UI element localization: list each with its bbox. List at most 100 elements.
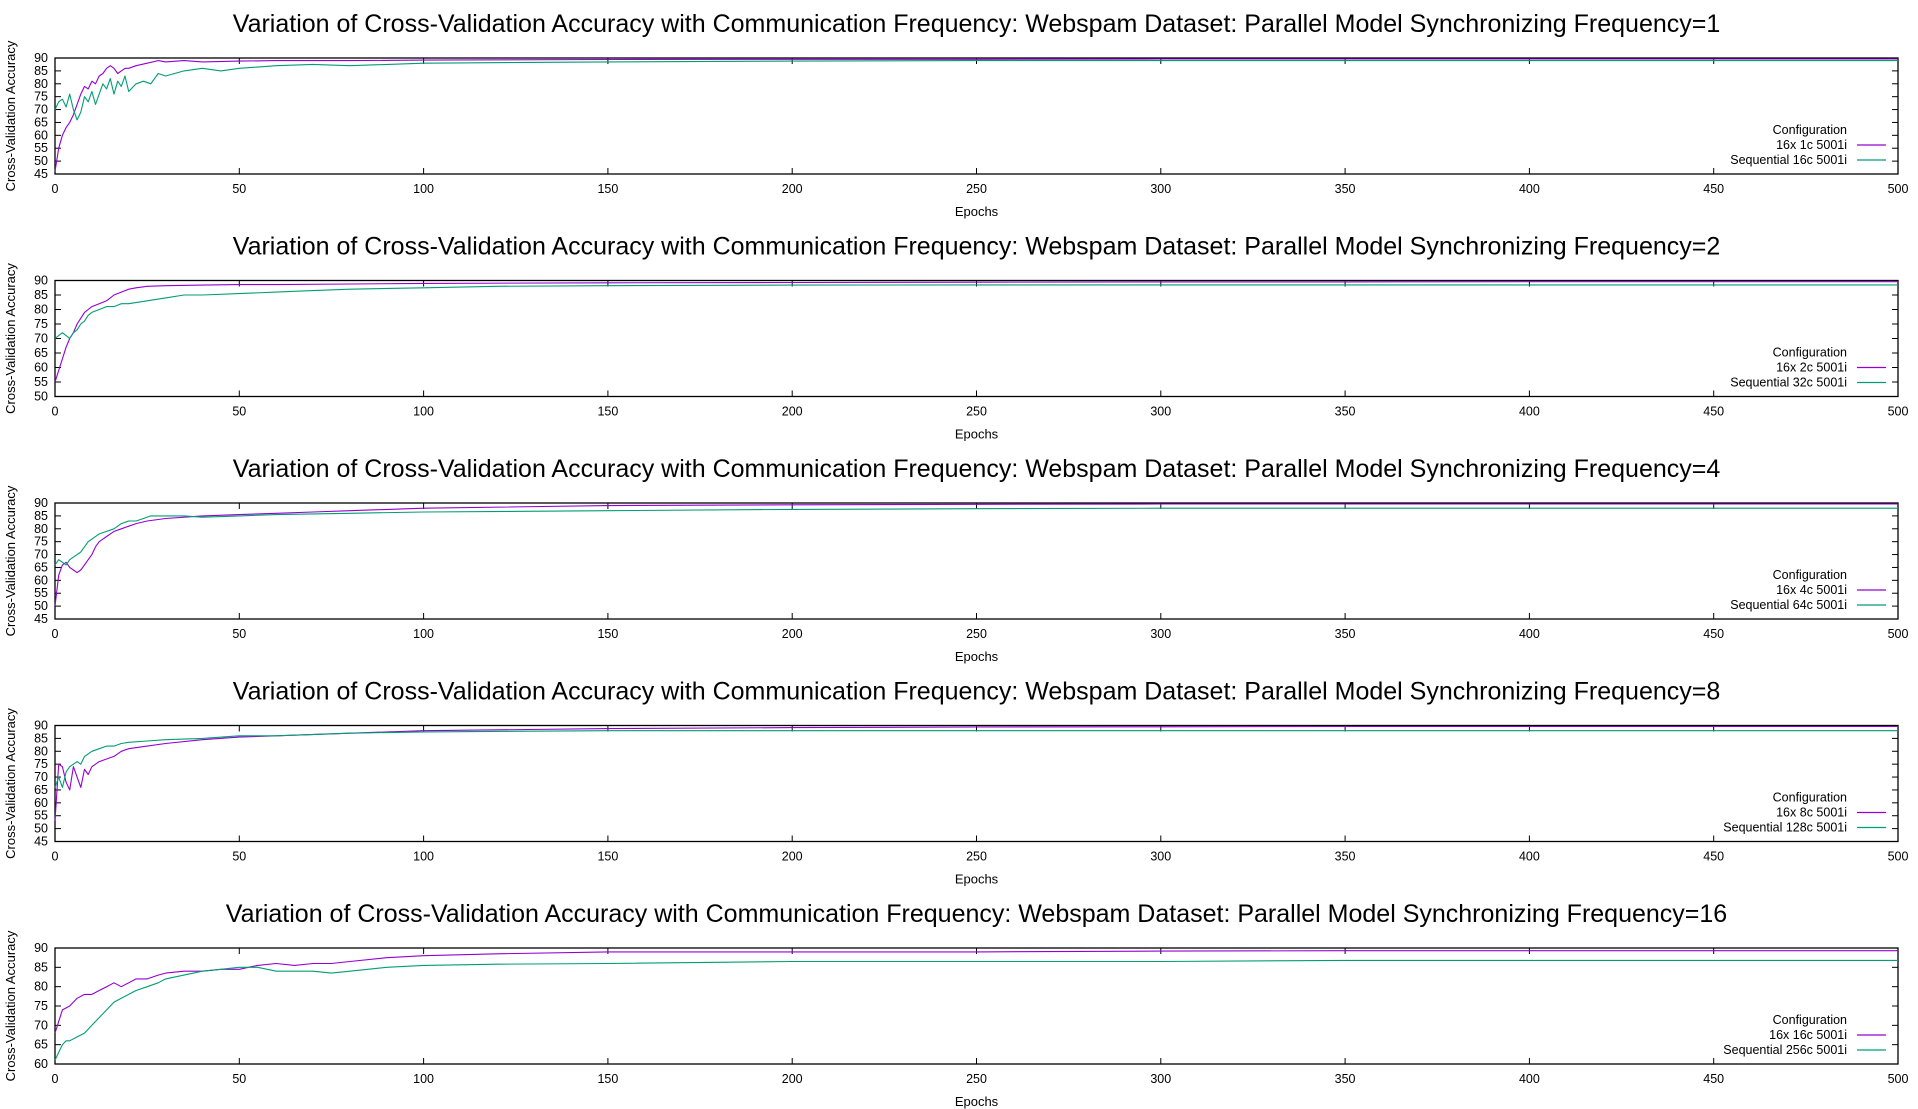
y-tick-label: 70 [34, 548, 48, 562]
x-tick-label: 300 [1150, 182, 1171, 196]
legend-title: Configuration [1773, 123, 1847, 137]
x-tick-label: 50 [232, 850, 246, 864]
x-tick-label: 300 [1150, 850, 1171, 864]
x-tick-label: 150 [597, 627, 618, 641]
x-tick-label: 200 [782, 182, 803, 196]
x-tick-label: 200 [782, 627, 803, 641]
legend-title: Configuration [1773, 346, 1847, 360]
y-tick-label: 90 [34, 941, 48, 955]
y-tick-label: 65 [34, 115, 48, 129]
y-tick-label: 70 [34, 1018, 48, 1032]
y-tick-label: 70 [34, 332, 48, 346]
legend-entry-label: Sequential 32c 5001i [1730, 376, 1847, 390]
legend-entry-label: 16x 1c 5001i [1776, 138, 1847, 152]
y-tick-label: 80 [34, 522, 48, 536]
y-tick-label: 45 [34, 835, 48, 849]
x-tick-label: 400 [1519, 627, 1540, 641]
chart-panel-5: Variation of Cross-Validation Accuracy w… [3, 900, 1908, 1109]
x-tick-label: 350 [1335, 850, 1356, 864]
x-tick-label: 500 [1888, 405, 1909, 419]
x-tick-label: 0 [52, 405, 59, 419]
legend-entry-label: 16x 16c 5001i [1769, 1028, 1847, 1042]
legend-title: Configuration [1773, 568, 1847, 582]
y-tick-label: 60 [34, 128, 48, 142]
x-tick-label: 50 [232, 405, 246, 419]
y-tick-label: 75 [34, 90, 48, 104]
y-tick-label: 85 [34, 731, 48, 745]
series-line-1 [54, 725, 1898, 821]
y-tick-label: 75 [34, 757, 48, 771]
x-tick-label: 0 [52, 182, 59, 196]
series-line-2 [54, 507, 1898, 566]
legend-title: Configuration [1773, 791, 1847, 805]
chart-title: Variation of Cross-Validation Accuracy w… [233, 10, 1721, 38]
x-tick-label: 450 [1703, 182, 1724, 196]
x-tick-label: 500 [1888, 627, 1909, 641]
y-tick-label: 50 [34, 154, 48, 168]
y-tick-label: 80 [34, 77, 48, 91]
y-axis-label: Cross-Validation Accuracy [3, 40, 18, 191]
y-tick-label: 65 [34, 560, 48, 574]
legend-entry-label: Sequential 16c 5001i [1730, 153, 1847, 167]
legend-entry-label: Sequential 128c 5001i [1723, 821, 1847, 835]
x-tick-label: 450 [1703, 405, 1724, 419]
legend-entry-label: 16x 8c 5001i [1776, 806, 1847, 820]
y-axis-label: Cross-Validation Accuracy [3, 263, 18, 414]
series-line-1 [54, 281, 1898, 383]
x-tick-label: 500 [1888, 850, 1909, 864]
x-tick-label: 150 [597, 1072, 618, 1086]
x-tick-label: 400 [1519, 1072, 1540, 1086]
x-tick-label: 150 [597, 182, 618, 196]
x-tick-label: 250 [966, 182, 987, 196]
y-tick-label: 60 [34, 796, 48, 810]
x-tick-label: 300 [1150, 405, 1171, 419]
x-axis-label: Epochs [955, 427, 999, 442]
x-tick-label: 0 [52, 850, 59, 864]
y-tick-label: 60 [34, 573, 48, 587]
x-tick-label: 150 [597, 405, 618, 419]
x-tick-label: 450 [1703, 1072, 1724, 1086]
y-tick-label: 65 [34, 783, 48, 797]
x-tick-label: 50 [232, 182, 246, 196]
y-tick-label: 90 [34, 496, 48, 510]
x-tick-label: 100 [413, 627, 434, 641]
legend-entry-label: 16x 2c 5001i [1776, 361, 1847, 375]
y-tick-label: 60 [34, 1057, 48, 1071]
x-tick-label: 0 [52, 1072, 59, 1086]
plot-frame [54, 57, 1899, 175]
series-line-2 [54, 730, 1898, 788]
y-tick-label: 65 [34, 1038, 48, 1052]
chart-title: Variation of Cross-Validation Accuracy w… [233, 233, 1721, 261]
y-tick-label: 70 [34, 103, 48, 117]
x-axis-label: Epochs [955, 1094, 999, 1109]
chart-panel-1: Variation of Cross-Validation Accuracy w… [3, 10, 1908, 219]
x-tick-label: 450 [1703, 627, 1724, 641]
y-tick-label: 90 [34, 51, 48, 65]
chart-panel-3: Variation of Cross-Validation Accuracy w… [3, 455, 1908, 664]
x-tick-label: 450 [1703, 850, 1724, 864]
y-axis-label: Cross-Validation Accuracy [3, 485, 18, 636]
y-tick-label: 45 [34, 612, 48, 626]
x-axis-label: Epochs [955, 872, 999, 887]
y-tick-label: 75 [34, 535, 48, 549]
chart-title: Variation of Cross-Validation Accuracy w… [233, 678, 1721, 706]
x-tick-label: 50 [232, 1072, 246, 1086]
series-line-2 [54, 959, 1898, 1061]
chart-panel-2: Variation of Cross-Validation Accuracy w… [3, 233, 1908, 442]
x-tick-label: 400 [1519, 850, 1540, 864]
x-tick-label: 350 [1335, 627, 1356, 641]
y-tick-label: 75 [34, 317, 48, 331]
series-line-2 [54, 60, 1898, 121]
y-tick-label: 90 [34, 719, 48, 733]
y-tick-label: 55 [34, 809, 48, 823]
x-tick-label: 250 [966, 850, 987, 864]
legend-entry-label: Sequential 256c 5001i [1723, 1043, 1847, 1057]
y-tick-label: 70 [34, 770, 48, 784]
series-line-1 [54, 950, 1898, 1034]
chart-panel-4: Variation of Cross-Validation Accuracy w… [3, 678, 1908, 887]
x-tick-label: 400 [1519, 182, 1540, 196]
x-axis-label: Epochs [955, 204, 999, 219]
x-tick-label: 350 [1335, 182, 1356, 196]
x-tick-label: 500 [1888, 1072, 1909, 1086]
x-tick-label: 50 [232, 627, 246, 641]
